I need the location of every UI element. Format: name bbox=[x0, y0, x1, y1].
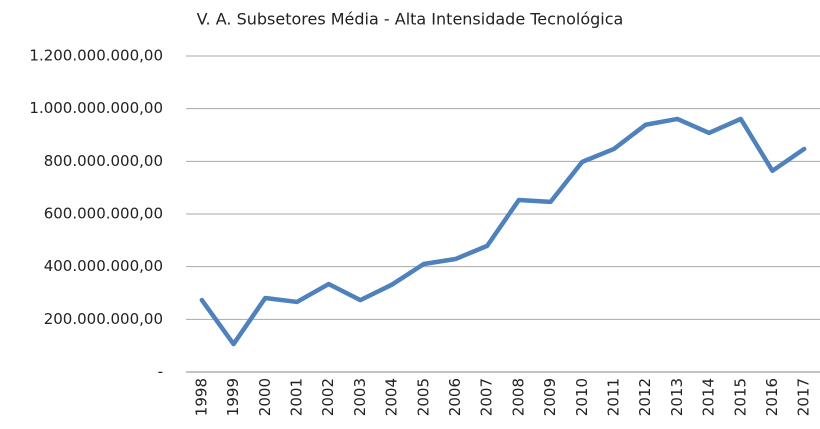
x-tick-label: 2013 bbox=[668, 378, 686, 416]
x-tick-label: 2004 bbox=[383, 378, 401, 416]
y-tick-label: 600.000.000,00 bbox=[44, 205, 163, 223]
y-tick-label: 1.200.000.000,00 bbox=[29, 47, 163, 65]
chart-title: V. A. Subsetores Média - Alta Intensidad… bbox=[197, 10, 624, 29]
x-tick-label: 2006 bbox=[446, 378, 464, 416]
y-tick-label: 200.000.000,00 bbox=[44, 310, 163, 328]
x-tick-label: 2007 bbox=[478, 378, 496, 416]
x-tick-label: 2000 bbox=[256, 378, 274, 416]
x-tick-label: 2010 bbox=[573, 378, 591, 416]
x-tick-label: 2012 bbox=[636, 378, 654, 416]
x-tick-label: 2005 bbox=[414, 378, 432, 416]
x-tick-label: 2014 bbox=[700, 378, 718, 416]
x-tick-label: 2017 bbox=[795, 378, 813, 416]
y-tick-label: 400.000.000,00 bbox=[44, 257, 163, 275]
y-tick-label: 1.000.000.000,00 bbox=[29, 99, 163, 117]
x-tick-label: 2001 bbox=[287, 378, 305, 416]
x-tick-label: 1999 bbox=[224, 378, 242, 416]
x-tick-label: 1998 bbox=[192, 378, 210, 416]
x-tick-label: 2011 bbox=[604, 378, 622, 416]
x-tick-label: 2003 bbox=[351, 378, 369, 416]
x-tick-label: 2016 bbox=[763, 378, 781, 416]
y-tick-label: - bbox=[158, 363, 163, 381]
line bbox=[199, 116, 807, 347]
x-tick-label: 2002 bbox=[319, 378, 337, 416]
y-tick-label: 800.000.000,00 bbox=[44, 152, 163, 170]
x-tick-label: 2008 bbox=[509, 378, 527, 416]
x-tick-label: 2015 bbox=[731, 378, 749, 416]
x-tick-label: 2009 bbox=[541, 378, 559, 416]
